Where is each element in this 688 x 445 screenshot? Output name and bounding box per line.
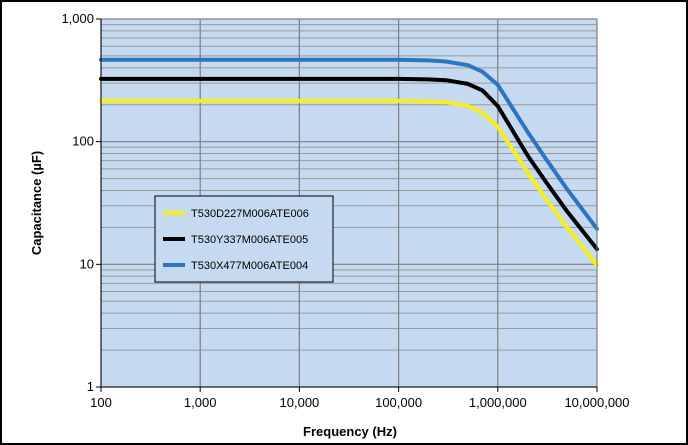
legend-label: T530Y337M006ATE005 [191, 234, 308, 246]
x-tick-label: 10,000,000 [564, 395, 629, 410]
x-tick-label: 10,000 [280, 395, 320, 410]
legend-label: T530X477M006ATE004 [191, 260, 308, 272]
y-tick-label: 1 [87, 379, 94, 394]
x-tick-label: 100 [90, 395, 112, 410]
y-tick-label: 10 [80, 256, 94, 271]
y-axis-title: Capacitance (µF) [29, 151, 44, 255]
legend-label: T530D227M006ATE006 [191, 208, 309, 220]
y-tick-label: 1,000 [61, 11, 94, 26]
x-tick-label: 1,000,000 [469, 395, 527, 410]
series-line-T530D227M006ATE006 [99, 98, 599, 268]
series-line-T530X477M006ATE004 [99, 57, 599, 231]
axes: 1 10 100 1,000 100 1,000 10,000 100,000 1,000,00… [61, 11, 629, 410]
series-lines [99, 57, 599, 268]
x-tick-label: 1,000 [184, 395, 217, 410]
x-tick-label: 100,000 [375, 395, 422, 410]
legend: T530D227M006ATE006 T530Y337M006ATE005 T530… [154, 195, 334, 283]
x-axis-title: Frequency (Hz) [303, 424, 397, 439]
series-line-T530Y337M006ATE005 [99, 76, 599, 252]
y-tick-label: 100 [72, 134, 94, 149]
